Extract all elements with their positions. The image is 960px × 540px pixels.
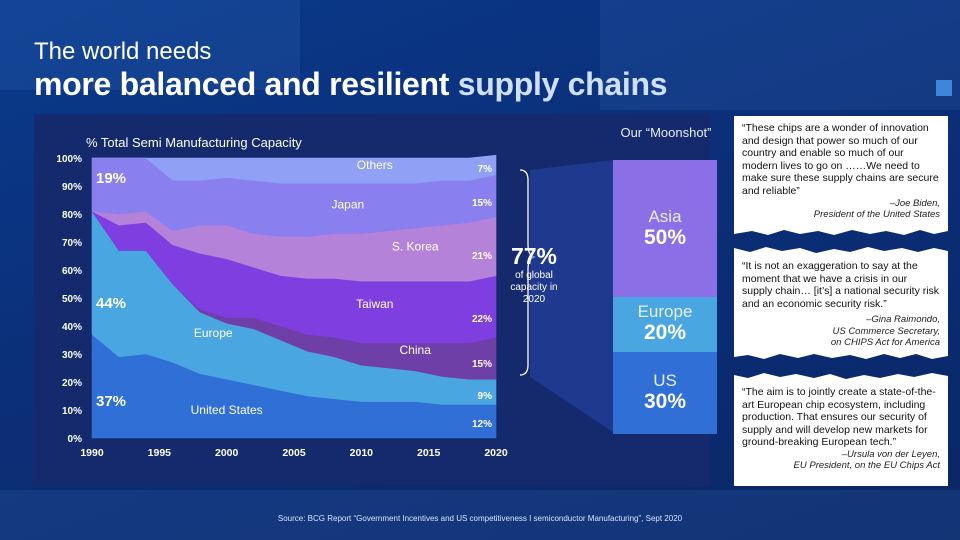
quote-text: “The aim is to jointly create a state-of… [742, 386, 936, 449]
brace-caption: of global capacity in 2020 [510, 270, 558, 305]
x-tick-label: 2005 [282, 447, 306, 459]
x-tick-label: 2020 [484, 447, 508, 459]
decorative-square [936, 80, 952, 96]
quote-attribution: EU President, on the EU Chips Act [793, 460, 940, 472]
background-block [0, 0, 300, 90]
x-tick-label: 2015 [417, 447, 441, 459]
paper-tear [734, 228, 948, 235]
quote-attribution: –Gina Raimondo, [866, 314, 940, 326]
quote-attribution: –Ursula von der Leyen, [841, 448, 940, 460]
start-value-label: 44% [96, 295, 126, 312]
x-tick-label: 2000 [215, 447, 239, 459]
x-tick-label: 1990 [80, 447, 104, 459]
start-value-label: 37% [96, 393, 126, 410]
y-tick-label: 30% [62, 350, 82, 361]
title-main: more balanced and resilient [34, 66, 458, 102]
quote-text: “It is not an exaggeration to say at the… [742, 260, 940, 310]
paper-tear [734, 373, 948, 380]
end-value-label: 12% [472, 419, 492, 430]
moonshot-bar-europe: Europe 20% [613, 297, 717, 352]
y-tick-label: 50% [62, 294, 82, 305]
series-label: China [400, 343, 432, 357]
y-tick-label: 80% [62, 210, 82, 221]
quote-text: “These chips are a wonder of innovation … [742, 122, 939, 197]
stacked-area-chart: 0% 10% 20% 30% 40% 50% 60% 70% 80% 90% 100% 1990 199… [56, 154, 508, 459]
quote-attribution: on CHIPS Act for America [830, 337, 940, 349]
end-value-label: 22% [472, 314, 492, 325]
y-tick-label: 90% [62, 182, 82, 193]
y-tick-label: 100% [56, 154, 82, 165]
background-block [0, 490, 960, 540]
series-label: Japan [332, 197, 365, 211]
start-value-label: 19% [96, 170, 126, 187]
series-label: Europe [194, 326, 233, 340]
series-label: Taiwan [356, 297, 393, 311]
series-label: United States [191, 403, 263, 417]
title-accent: supply chains [457, 66, 668, 102]
quote-raimondo: “It is not an exaggeration to say at the… [734, 254, 948, 352]
paper-tear [734, 247, 948, 254]
x-tick-label: 2010 [350, 447, 374, 459]
end-value-label: 9% [478, 391, 493, 402]
end-value-label: 7% [478, 164, 493, 175]
y-tick-label: 60% [62, 266, 82, 277]
page-title: more balanced and resilient supply chain… [34, 66, 668, 103]
brace-value: 77% [510, 243, 558, 269]
quote-von-der-leyen: “The aim is to jointly create a state-of… [734, 380, 948, 486]
y-tick-label: 40% [62, 322, 82, 333]
moonshot-bar-asia: Asia 50% [613, 160, 717, 297]
brace-label: 77% of global capacity in 2020 [507, 243, 561, 306]
quote-attribution: –Joe Biden, [889, 197, 940, 209]
moonshot-percent-label: 20% [643, 321, 687, 345]
moonshot-percent-label: 50% [643, 225, 687, 249]
moonshot-percent-label: 30% [643, 389, 687, 413]
chart-title: % Total Semi Manufacturing Capacity [86, 135, 302, 150]
quote-attribution: US Commerce Secretary, [832, 325, 940, 337]
moonshot-region-label: Asia [648, 206, 682, 226]
series-label: Others [357, 158, 393, 172]
quote-attribution: President of the United States [813, 209, 940, 221]
y-tick-label: 70% [62, 238, 82, 249]
x-tick-label: 1995 [148, 447, 172, 459]
end-value-label: 15% [472, 359, 492, 370]
title-line-1: The world needs [34, 38, 212, 65]
series-label: S. Korea [392, 239, 439, 253]
moonshot-bar-us: US 30% [613, 351, 717, 434]
moonshot-region-label: US [653, 370, 677, 390]
y-tick-label: 0% [68, 434, 83, 445]
moonshot-title: Our “Moonshot” [620, 125, 712, 140]
source-footnote: Source: BCG Report “Government Incentive… [277, 514, 683, 523]
projection-shape [530, 160, 613, 432]
y-tick-label: 20% [62, 378, 82, 389]
asia-brace [519, 160, 613, 432]
y-tick-label: 10% [62, 406, 82, 417]
moonshot-region-label: Europe [637, 302, 693, 322]
end-value-label: 15% [472, 198, 492, 209]
background-block [600, 0, 960, 110]
quote-biden: “These chips are a wonder of innovation … [734, 116, 948, 228]
end-value-label: 21% [472, 251, 492, 262]
paper-tear [734, 352, 948, 359]
area-others [92, 154, 497, 184]
